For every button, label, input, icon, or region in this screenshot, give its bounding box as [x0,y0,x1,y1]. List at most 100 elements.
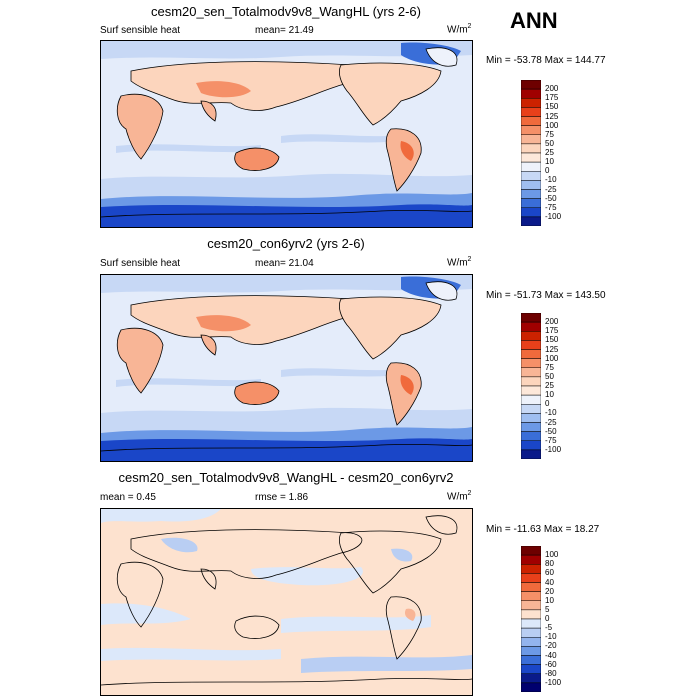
colorbar-swatch [520,573,542,583]
colorbar-tick-label: -75 [545,202,557,212]
colorbar-tick-label: -20 [545,641,557,651]
panel-3-map-canvas [101,509,472,686]
colorbar-tick-label: -25 [545,417,557,427]
colorbar-tick-label: -5 [545,623,553,633]
colorbar-swatch [520,171,542,181]
panel-3-minmax: Min = -11.63 Max = 18.27 [486,524,600,535]
colorbar-tick-label: 0 [545,614,550,623]
colorbar-swatch [520,180,542,190]
colorbar-swatch [520,385,542,396]
colorbar-swatch [520,189,542,199]
colorbar-tick-label: 25 [545,381,554,390]
colorbar-tick-label: -60 [545,659,557,669]
colorbar-tick-label: 25 [545,148,554,157]
colorbar-swatch [520,312,542,323]
colorbar-tick-label: -100 [545,211,562,221]
colorbar-tick-label: -40 [545,650,557,660]
colorbar-swatch [520,331,542,341]
panel-1-colorbar-swatches [520,79,542,227]
panel-3-colorbar: 100 80 60 40 20 10 5 0 -5 -10 -20 -40 -60 -80 -100 [520,545,591,693]
colorbar-tick-label: 100 [545,353,559,363]
panel-3-units: W/m2 [447,490,472,503]
colorbar-swatch [520,340,542,350]
panel-1-mean-label: mean= 21.49 [255,25,314,36]
colorbar-tick-label: -75 [545,435,557,445]
colorbar-swatch [520,591,542,601]
colorbar-swatch [520,394,542,405]
panel-2-units: W/m2 [447,256,472,269]
colorbar-swatch [520,682,542,693]
colorbar-tick-label: 10 [545,390,554,400]
colorbar-swatch [520,207,542,218]
colorbar-tick-label: 50 [545,371,554,381]
colorbar-swatch [520,152,542,163]
colorbar-swatch [520,673,542,684]
colorbar-swatch [520,367,542,378]
colorbar-swatch [520,422,542,432]
colorbar-swatch [520,618,542,629]
colorbar-swatch [520,431,542,441]
colorbar-swatch [520,216,542,227]
colorbar-tick-label: 60 [545,568,554,578]
panel-3-colorbar-swatches [520,545,542,693]
colorbar-tick-label: 200 [545,84,559,94]
panel-1-minmax: Min = -53.78 Max = 144.77 [486,55,606,66]
colorbar-tick-label: 200 [545,317,559,327]
colorbar-tick-label: 175 [545,326,559,336]
panel-3-map [100,508,473,696]
colorbar-tick-label: 150 [545,335,559,345]
colorbar-swatch [520,655,542,665]
colorbar-swatch [520,554,542,565]
colorbar-swatch [520,413,542,423]
panel-1-variable-label: Surf sensible heat [100,25,181,36]
colorbar-swatch [520,564,542,574]
colorbar-tick-label: 5 [545,604,550,614]
panel-1-units: W/m2 [447,23,472,36]
colorbar-swatch [520,143,542,154]
colorbar-tick-label: 75 [545,362,554,372]
colorbar-tick-label: -100 [545,444,562,454]
colorbar-swatch [520,545,542,556]
colorbar-tick-label: -100 [545,677,562,687]
panel-3-mean-label: mean = 0.45 [100,492,156,503]
colorbar-swatch [520,627,542,638]
panel-1-map [100,40,473,228]
colorbar-swatch [520,664,542,674]
colorbar-tick-label: 10 [545,157,554,167]
colorbar-swatch [520,582,542,592]
colorbar-swatch [520,79,542,90]
colorbar-swatch [520,116,542,126]
panel-1-colorbar: 200 175 150 125 100 75 50 25 10 0 -10 -25 -50 -75 -100 [520,79,591,227]
colorbar-swatch [520,98,542,108]
colorbar-tick-label: -80 [545,668,557,678]
panel-2-map-canvas [101,275,472,461]
colorbar-swatch [520,449,542,460]
colorbar-swatch [520,349,542,359]
colorbar-tick-label: 50 [545,138,554,148]
colorbar-tick-label: -25 [545,184,557,194]
colorbar-swatch [520,125,542,135]
colorbar-tick-label: 20 [545,586,554,596]
colorbar-tick-label: 125 [545,344,559,354]
colorbar-tick-label: 175 [545,93,559,103]
colorbar-swatch [520,358,542,368]
panel-2-variable-label: Surf sensible heat [100,258,181,269]
colorbar-swatch [520,404,542,414]
colorbar-swatch [520,198,542,208]
colorbar-swatch [520,161,542,172]
panel-2-colorbar-swatches [520,312,542,460]
colorbar-tick-label: 100 [545,120,559,130]
colorbar-swatch [520,107,542,117]
colorbar-tick-label: -10 [545,408,557,418]
panel-2-map [100,274,473,462]
colorbar-tick-label: 100 [545,550,559,560]
colorbar-tick-label: 125 [545,111,559,121]
colorbar-swatch [520,88,542,99]
colorbar-swatch [520,134,542,145]
colorbar-tick-label: -10 [545,632,557,642]
colorbar-tick-label: -10 [545,175,557,185]
panel-1-title: cesm20_sen_Totalmodv9v8_WangHL (yrs 2-6) [151,4,421,19]
colorbar-tick-label: 150 [545,102,559,112]
panel-2-mean-label: mean= 21.04 [255,258,314,269]
panel-2-minmax: Min = -51.73 Max = 143.50 [486,290,606,301]
